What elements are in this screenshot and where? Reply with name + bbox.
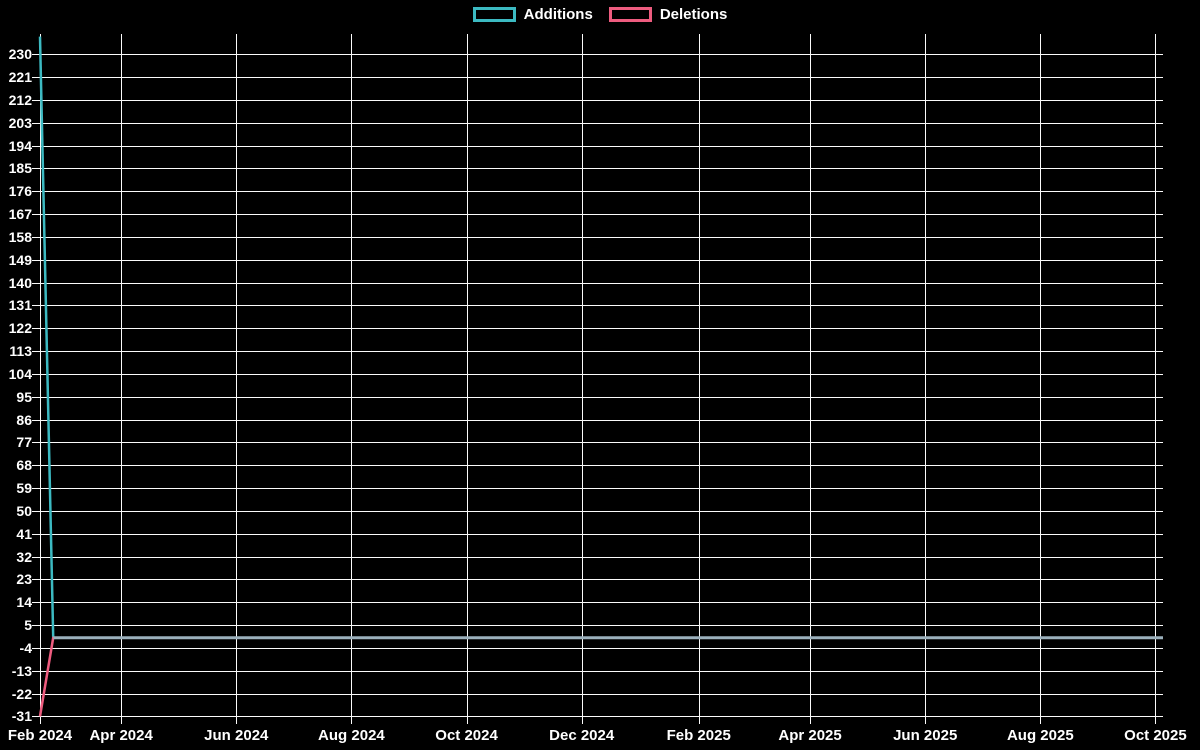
- y-tick-label: 23: [16, 571, 32, 588]
- y-tick-label: 149: [8, 251, 32, 268]
- y-tick-label: 77: [16, 434, 32, 451]
- y-tick-label: 158: [8, 228, 32, 245]
- y-tick-label: -4: [19, 639, 32, 656]
- y-tick-label: 203: [8, 114, 32, 131]
- x-tick-label: Aug 2024: [318, 727, 385, 744]
- y-tick-label: -13: [11, 662, 32, 679]
- deletions-line: [38, 636, 1163, 717]
- legend-item-additions[interactable]: Additions: [472, 6, 593, 23]
- y-tick-label: 131: [8, 297, 32, 314]
- y-tick-label: 230: [8, 46, 32, 63]
- chart-legend: Additions Deletions: [0, 7, 1200, 22]
- x-tick-label: Aug 2025: [1006, 727, 1074, 744]
- x-tick-label: Jun 2024: [204, 727, 269, 744]
- legend-label-deletions: Deletions: [659, 6, 728, 23]
- y-tick-label: 194: [8, 137, 32, 154]
- y-tick-label: 122: [8, 320, 32, 337]
- x-tick-label: Oct 2024: [435, 727, 498, 744]
- y-tick-label: 113: [9, 343, 32, 360]
- y-tick-label: 221: [8, 69, 32, 86]
- y-tick-label: 140: [8, 274, 32, 291]
- y-tick-label: 14: [16, 594, 32, 611]
- x-tick-label: Apr 2024: [89, 727, 153, 744]
- x-tick-label: Feb 2024: [7, 727, 73, 744]
- additions-line: [38, 36, 1163, 639]
- y-tick-label: 32: [16, 548, 32, 565]
- additions-swatch-icon: [472, 7, 516, 22]
- y-tick-label: 176: [8, 183, 32, 200]
- x-tick-label: Dec 2024: [549, 727, 615, 744]
- x-tick-label: Jun 2025: [893, 727, 958, 744]
- y-tick-label: 185: [8, 160, 32, 177]
- x-tick-label: Feb 2025: [666, 727, 731, 744]
- y-tick-label: 104: [8, 365, 32, 382]
- y-tick-label: 68: [16, 457, 32, 474]
- y-tick-label: 41: [16, 525, 32, 542]
- y-tick-label: -31: [11, 708, 32, 725]
- y-tick-label: 50: [16, 502, 32, 519]
- x-tick-label: Oct 2025: [1124, 727, 1187, 744]
- legend-label-additions: Additions: [523, 6, 593, 23]
- y-tick-label: 212: [8, 91, 32, 108]
- x-tick-label: Apr 2025: [778, 727, 842, 744]
- y-tick-label: 86: [16, 411, 32, 428]
- legend-item-deletions[interactable]: Deletions: [608, 6, 728, 23]
- y-tick-label: 5: [24, 617, 32, 634]
- y-tick-label: -22: [11, 685, 32, 702]
- deletions-swatch-icon: [608, 7, 652, 22]
- y-tick-label: 59: [16, 480, 32, 497]
- y-tick-label: 95: [16, 388, 32, 405]
- y-tick-label: 167: [8, 206, 32, 223]
